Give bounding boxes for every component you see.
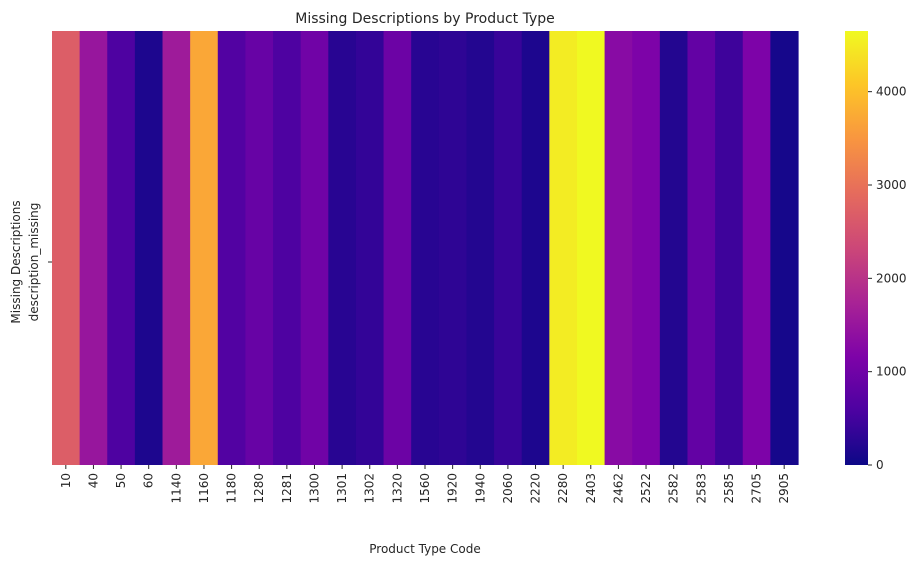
x-tick-label: 2585 [722, 473, 736, 504]
colorbar-tick-label: 2000 [876, 271, 907, 285]
heatmap-cell [438, 31, 468, 465]
heatmap-cell [217, 31, 247, 465]
heatmap-cell [659, 31, 689, 465]
x-axis-ticks: 10 40 50 60 1140 1160 1180 1280 1281 1300 1301 1302… [59, 465, 791, 504]
x-tick-label: 40 [86, 473, 100, 488]
x-tick-label: 1160 [197, 473, 211, 504]
x-tick-label: 1180 [225, 473, 239, 504]
x-tick-label: 1281 [280, 473, 294, 504]
heatmap-cell [604, 31, 633, 465]
colorbar-tick-label: 1000 [876, 365, 907, 379]
heatmap-cell [383, 31, 412, 465]
heatmap-cell [687, 31, 716, 465]
heatmap-cell [466, 31, 495, 465]
heatmap-cell [134, 31, 164, 465]
heatmap-cell [576, 31, 606, 465]
x-tick-label: 1140 [169, 473, 183, 504]
heatmap-cell [411, 31, 440, 465]
x-tick-label: 10 [59, 473, 73, 488]
heatmap-cell [107, 31, 136, 465]
heatmap-cell [300, 31, 329, 465]
heatmap-cell [162, 31, 191, 465]
heatmap-cell [190, 31, 219, 465]
heatmap-cell [632, 31, 661, 465]
y-axis: Missing Descriptions description_missing [9, 200, 52, 324]
heatmap-cell [79, 31, 108, 465]
x-tick-label: 1280 [252, 473, 266, 504]
x-tick-label: 2582 [667, 473, 681, 504]
heatmap-cell [521, 31, 550, 465]
x-tick-label: 1302 [363, 473, 377, 504]
x-tick-label: 2705 [750, 473, 764, 504]
heatmap-cell [549, 31, 578, 465]
colorbar-tick-label: 0 [876, 458, 884, 472]
heatmap-cells [52, 31, 799, 465]
heatmap-cell [770, 31, 799, 465]
y-axis-label: Missing Descriptions [9, 200, 23, 323]
x-tick-label: 2462 [611, 473, 625, 504]
x-tick-label: 2060 [501, 473, 515, 504]
x-tick-label: 1920 [446, 473, 460, 504]
colorbar-tick-label: 4000 [876, 85, 907, 99]
x-tick-label: 2522 [639, 473, 653, 504]
heatmap-cell [494, 31, 523, 465]
colorbar-gradient [845, 31, 868, 465]
x-axis-label: Product Type Code [369, 542, 480, 556]
heatmap-cell [245, 31, 274, 465]
x-tick-label: 1320 [390, 473, 404, 504]
x-tick-label: 2280 [556, 473, 570, 504]
x-tick-label: 60 [142, 473, 156, 488]
heatmap-cell [328, 31, 357, 465]
heatmap-cell [355, 31, 385, 465]
x-tick-label: 2403 [584, 473, 598, 504]
x-tick-label: 2583 [694, 473, 708, 504]
x-tick-label: 1300 [307, 473, 321, 504]
x-tick-label: 1560 [418, 473, 432, 504]
x-tick-label: 2220 [529, 473, 543, 504]
x-tick-label: 1940 [473, 473, 487, 504]
colorbar: 0 1000 2000 3000 4000 [845, 31, 907, 472]
heatmap-cell [742, 31, 771, 465]
x-tick-label: 50 [114, 473, 128, 488]
heatmap-cell [715, 31, 744, 465]
colorbar-tick-label: 3000 [876, 178, 907, 192]
x-tick-label: 1301 [335, 473, 349, 504]
x-tick-label: 2905 [777, 473, 791, 504]
colorbar-ticks: 0 1000 2000 3000 4000 [868, 85, 907, 472]
heatmap-cell [52, 31, 81, 465]
y-row-label: description_missing [27, 203, 41, 322]
chart-title: Missing Descriptions by Product Type [295, 11, 555, 27]
heatmap-cell [273, 31, 302, 465]
